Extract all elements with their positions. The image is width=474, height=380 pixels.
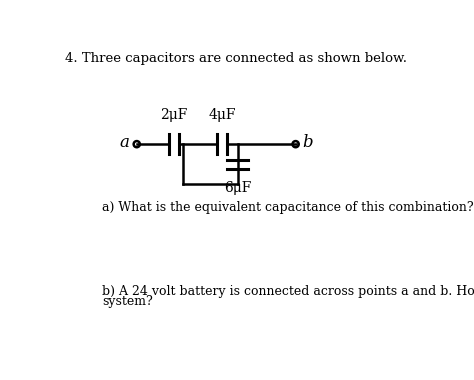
Text: 4. Three capacitors are connected as shown below.: 4. Three capacitors are connected as sho…	[65, 52, 408, 65]
Text: b: b	[302, 134, 313, 151]
Text: b) A 24 volt battery is connected across points a and b. How much charge is stor: b) A 24 volt battery is connected across…	[102, 285, 474, 298]
Text: a: a	[119, 134, 129, 151]
Text: 2μF: 2μF	[160, 108, 188, 122]
Text: a) What is the equivalent capacitance of this combination?: a) What is the equivalent capacitance of…	[102, 201, 474, 214]
Text: 6μF: 6μF	[225, 181, 252, 195]
Text: 4μF: 4μF	[209, 108, 237, 122]
Text: system?: system?	[102, 295, 153, 308]
